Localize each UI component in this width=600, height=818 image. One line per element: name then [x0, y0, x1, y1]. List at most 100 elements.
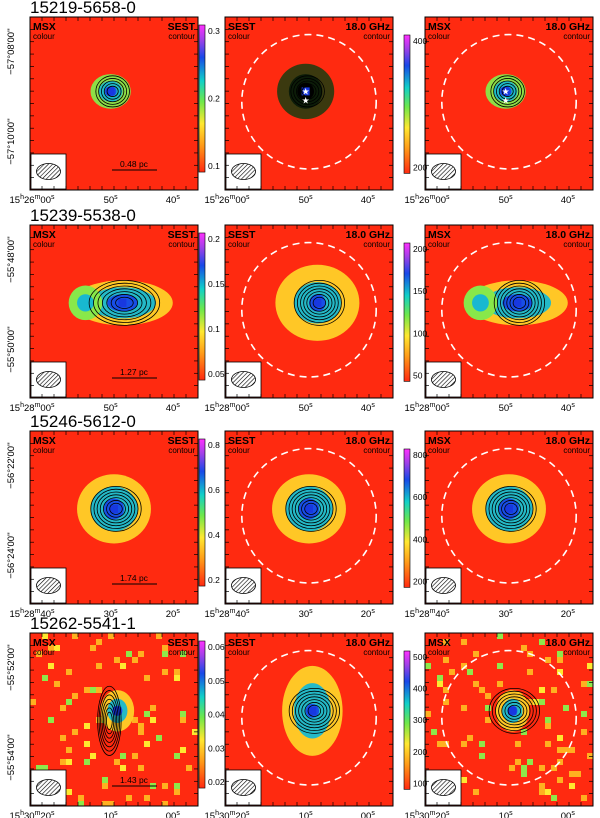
- colour-label: SEST: [228, 21, 256, 33]
- ra-tick-label: 15h28m40s: [205, 608, 250, 620]
- ra-tick-label: 50s: [104, 194, 119, 206]
- beam-ellipse: [36, 371, 61, 388]
- dec-tick-label: −56°22'00'': [6, 442, 17, 489]
- contour-word: contour: [563, 446, 590, 455]
- svg-text:★: ★: [302, 86, 310, 96]
- colorbar-tick-label: 0.4: [208, 530, 220, 540]
- row-15246-5612-0: 15246-5612-0MSXcolourSESTcontour15h28m40…: [6, 412, 594, 620]
- colour-label: MSX: [428, 637, 451, 649]
- beam-ellipse: [36, 577, 61, 594]
- colour-label: MSX: [33, 435, 56, 447]
- contour-word: contour: [168, 446, 195, 455]
- contour-label: SEST: [168, 637, 196, 649]
- ra-tick-label: 40s: [561, 194, 576, 206]
- colour-word: colour: [33, 240, 55, 249]
- colorbar-tick-label: 0.04: [208, 710, 225, 720]
- primary-beam-circle: [440, 649, 577, 786]
- colorbar-msx: [198, 640, 206, 789]
- dec-tick-label: −55°48'00'': [6, 236, 17, 283]
- beam-ellipse: [431, 163, 456, 180]
- scale-bar-label: 1.74 pc: [120, 573, 149, 583]
- primary-beam-circle: [440, 33, 577, 170]
- contour-word: contour: [363, 32, 390, 41]
- colorbar-tick-label: 0.03: [208, 743, 225, 753]
- ra-tick-label: 10s: [104, 810, 119, 818]
- contour-word: contour: [168, 32, 195, 41]
- colour-word: colour: [228, 648, 250, 657]
- colorbar-tick-label: 200: [413, 244, 427, 254]
- ra-tick-label: 20s: [361, 608, 376, 620]
- colorbar-tick-label: 100: [413, 328, 427, 338]
- svg-text:★: ★: [502, 95, 510, 105]
- ra-tick-label: 30s: [104, 608, 119, 620]
- beam-ellipse: [36, 779, 61, 796]
- colorbar-tick-label: 150: [413, 286, 427, 296]
- colorbar-tick-label: 0.6: [208, 485, 220, 495]
- contour-word: contour: [563, 240, 590, 249]
- colour-label: MSX: [428, 21, 451, 33]
- ra-tick-label: 15h30m20s: [405, 810, 450, 818]
- beam-ellipse: [36, 163, 61, 180]
- source-name: 15246-5612-0: [30, 412, 136, 431]
- primary-beam-circle: [440, 241, 577, 378]
- beam-ellipse: [431, 779, 456, 796]
- source-name: 15219-5658-0: [30, 0, 136, 17]
- contour-label: 18.0 GHz: [346, 21, 390, 33]
- dec-tick-label: −55°54'00'': [6, 734, 17, 781]
- colorbar-tick-label: 0.3: [208, 26, 220, 36]
- contour-label: 18.0 GHz: [346, 435, 390, 447]
- dec-tick-label: −56°24'00'': [6, 532, 17, 579]
- dec-tick-label: −55°52'00'': [6, 644, 17, 691]
- ra-tick-label: 15h28m00s: [10, 402, 55, 414]
- ra-tick-label: 15h30m20s: [10, 810, 55, 818]
- scale-bar-label: 0.48 pc: [120, 159, 149, 169]
- colour-label: MSX: [33, 21, 56, 33]
- colorbar-tick-label: 0.1: [208, 161, 220, 171]
- ra-tick-label: 00s: [361, 810, 376, 818]
- ra-tick-label: 50s: [299, 402, 314, 414]
- colour-word: colour: [428, 240, 450, 249]
- beam-ellipse: [231, 371, 256, 388]
- colorbar-tick-label: 0.2: [208, 94, 220, 104]
- contour-word: contour: [168, 240, 195, 249]
- ra-tick-label: 20s: [561, 608, 576, 620]
- colorbar-tick-label: 200: [413, 162, 427, 172]
- ra-tick-label: 40s: [361, 402, 376, 414]
- colorbar-msx: [198, 24, 206, 173]
- colour-word: colour: [428, 32, 450, 41]
- colorbar-sest: [403, 650, 411, 790]
- colorbar-sest: [403, 242, 411, 382]
- ra-tick-label: 40s: [561, 402, 576, 414]
- beam-ellipse: [431, 371, 456, 388]
- source-name: 15239-5538-0: [30, 206, 136, 225]
- colour-label: SEST: [228, 229, 256, 241]
- colorbar-tick-label: 400: [413, 534, 427, 544]
- contour-label: 18.0 GHz: [346, 637, 390, 649]
- colour-word: colour: [33, 648, 55, 657]
- colour-word: colour: [33, 32, 55, 41]
- ra-tick-label: 15h28m40s: [10, 608, 55, 620]
- ra-tick-label: 15h28m00s: [205, 402, 250, 414]
- ra-tick-label: 50s: [299, 194, 314, 206]
- row-15239-5538-0: 15239-5538-0MSXcolourSESTcontour15h28m00…: [6, 206, 594, 414]
- colorbar-tick-label: 0.2: [208, 234, 220, 244]
- ra-tick-label: 00s: [166, 810, 181, 818]
- primary-beam-circle: [241, 649, 377, 786]
- dec-tick-label: −57°08'00'': [6, 28, 17, 75]
- beam-ellipse: [231, 577, 256, 594]
- colorbar-tick-label: 400: [413, 36, 427, 46]
- colorbar-tick-label: 400: [413, 684, 427, 694]
- primary-beam-circle: [440, 447, 577, 584]
- colour-word: colour: [428, 446, 450, 455]
- colour-word: colour: [33, 446, 55, 455]
- svg-text:★: ★: [302, 95, 310, 105]
- row-15262-5541-1: 15262-5541-1MSXcolourSESTcontour15h30m20…: [6, 614, 594, 818]
